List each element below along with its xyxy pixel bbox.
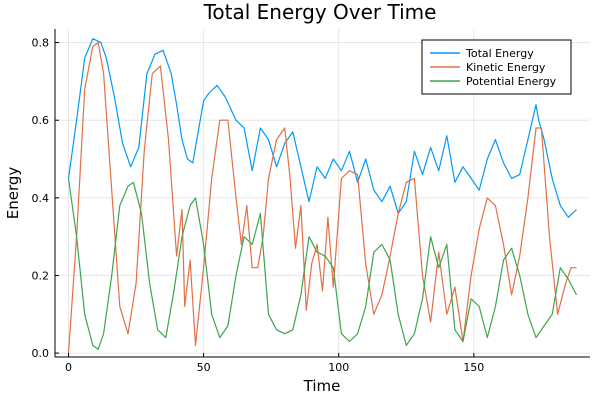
x-axis-ticks: 0 50 100 150	[65, 353, 484, 374]
series-line-total-energy	[67, 38, 577, 218]
x-tick-label: 50	[197, 361, 211, 374]
x-tick-label: 150	[463, 361, 484, 374]
y-axis-title: Energy	[4, 167, 22, 220]
chart-title: Total Energy Over Time	[203, 0, 437, 24]
y-tick-label: 0.2	[32, 269, 50, 282]
legend-label-total-energy: Total Energy	[465, 47, 534, 60]
legend-label-kinetic-energy: Kinetic Energy	[466, 61, 546, 74]
x-tick-label: 0	[65, 361, 72, 374]
series-line-kinetic-energy	[67, 41, 577, 354]
y-tick-label: 0.8	[32, 37, 50, 50]
x-axis-title: Time	[303, 377, 341, 395]
legend-label-potential-energy: Potential Energy	[466, 75, 557, 88]
series-layer	[67, 38, 578, 354]
y-axis-ticks: 0.0 0.2 0.4 0.6 0.8	[32, 37, 59, 360]
y-tick-label: 0.6	[32, 114, 50, 127]
y-tick-label: 0.4	[32, 192, 50, 205]
series-line-potential-energy	[67, 178, 578, 350]
y-tick-label: 0.0	[32, 347, 50, 360]
x-tick-label: 100	[328, 361, 349, 374]
